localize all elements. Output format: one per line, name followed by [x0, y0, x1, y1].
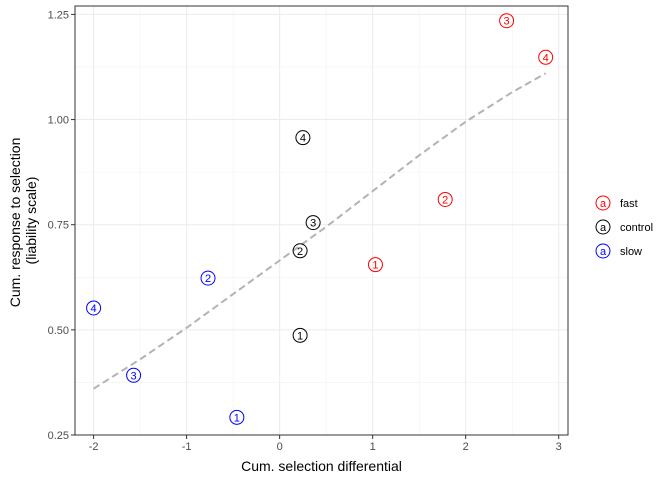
trend-line [93, 72, 547, 390]
point-fast-1: 1 [367, 257, 383, 273]
point-marker [305, 215, 321, 231]
point-label: 4 [300, 133, 306, 145]
legend-key-glyph: a [600, 198, 607, 210]
x-tick-label: 0 [277, 441, 283, 453]
point-marker [292, 327, 308, 343]
point-label: 2 [205, 273, 211, 285]
point-marker [499, 13, 515, 29]
x-tick-label: 3 [556, 441, 562, 453]
point-control-3: 3 [305, 215, 321, 231]
point-marker [229, 409, 245, 425]
point-label: 1 [234, 412, 240, 424]
point-label: 1 [297, 330, 303, 342]
y-tick-label: 0.25 [48, 430, 69, 442]
y-tick-label: 0.75 [48, 220, 69, 232]
point-marker [292, 243, 308, 259]
legend-label: fast [620, 198, 638, 210]
point-control-1: 1 [292, 327, 308, 343]
point-label: 4 [91, 303, 97, 315]
point-label: 3 [131, 370, 137, 382]
point-label: 1 [372, 260, 378, 272]
point-marker [367, 257, 383, 273]
point-control-4: 4 [295, 130, 311, 146]
point-label: 2 [297, 246, 303, 258]
grid [75, 6, 568, 436]
point-label: 3 [504, 16, 510, 28]
trend-line-group [93, 72, 547, 390]
legend-key-glyph: a [600, 246, 607, 258]
point-slow-4: 4 [86, 300, 102, 316]
legend: a fast a control a slow [595, 195, 653, 259]
panel-border [74, 5, 569, 436]
x-axis-title: Cum. selection differential [241, 458, 402, 474]
y-axis-title-line-2: (liability scale) [23, 177, 39, 265]
point-fast-4: 4 [538, 49, 554, 65]
y-axis-title: Cum. response to selection (liability sc… [7, 134, 39, 308]
y-tick-label: 1.00 [48, 115, 69, 127]
point-fast-3: 3 [499, 13, 515, 29]
y-tick-label: 0.50 [48, 325, 69, 337]
legend-key-glyph: a [600, 222, 607, 234]
y-axis-title-line-1: Cum. response to selection [7, 138, 23, 308]
x-tick-label: 2 [463, 441, 469, 453]
legend-item-slow: a slow [595, 243, 642, 259]
point-marker [437, 191, 453, 207]
y-tick-label: 1.25 [48, 9, 69, 21]
point-marker [538, 49, 554, 65]
legend-item-fast: a fast [595, 195, 638, 211]
point-slow-1: 1 [229, 409, 245, 425]
x-tick-label: 1 [370, 441, 376, 453]
point-marker [86, 300, 102, 316]
point-slow-3: 3 [126, 367, 142, 383]
x-tick-label: -2 [89, 441, 99, 453]
legend-label: control [620, 222, 653, 234]
point-label: 3 [310, 218, 316, 230]
legend-item-control: a control [595, 219, 653, 235]
point-label: 2 [442, 194, 448, 206]
legend-key-marker [595, 195, 611, 211]
axis-ticks: -2 -1 0 1 2 3 0.25 0.50 0.75 1.00 1.25 [48, 9, 562, 453]
point-fast-2: 2 [437, 191, 453, 207]
point-slow-2: 2 [200, 270, 216, 286]
point-marker [126, 367, 142, 383]
point-marker [295, 130, 311, 146]
legend-key-marker [595, 219, 611, 235]
point-control-2: 2 [292, 243, 308, 259]
point-label: 4 [543, 52, 549, 64]
legend-label: slow [620, 246, 642, 258]
legend-key-marker [595, 243, 611, 259]
points-group: 1 2 3 4 1 2 3 4 1 2 3 4 [86, 13, 554, 425]
x-tick-label: -1 [182, 441, 192, 453]
point-marker [200, 270, 216, 286]
